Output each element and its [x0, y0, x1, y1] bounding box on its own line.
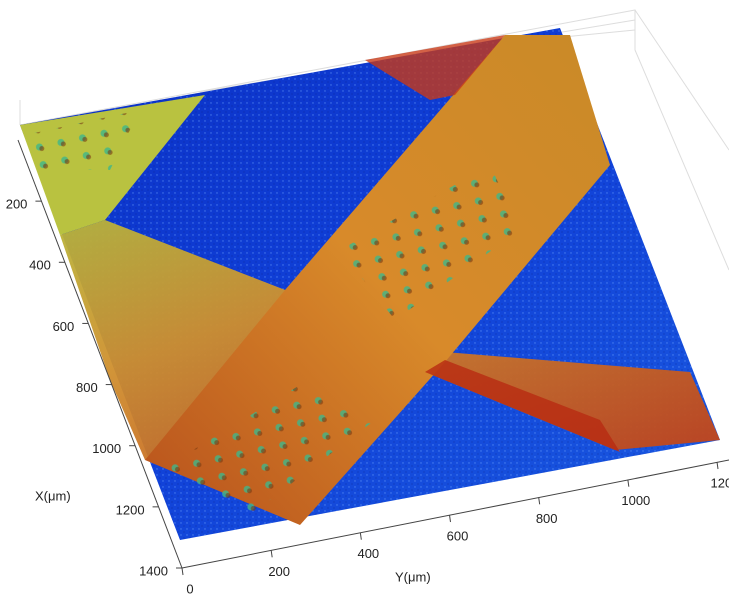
y-tick: [181, 567, 184, 576]
surface: [20, 28, 720, 540]
x-axis-label: X(μm): [35, 488, 71, 503]
x-tick-label: 400: [29, 258, 51, 273]
x-axis-line: [17, 139, 183, 569]
y-tick: [270, 550, 273, 558]
x-tick-label: 1000: [92, 441, 121, 456]
x-tick-label: 600: [53, 319, 75, 334]
y-tick: [538, 497, 541, 505]
y-tick-label: 800: [536, 511, 558, 526]
y-tick-label: 1200: [711, 475, 729, 490]
y-axis-label: Y(μm): [395, 569, 431, 584]
y-tick-label: 1000: [621, 493, 650, 508]
y-tick: [449, 514, 451, 523]
y-tick: [716, 461, 719, 470]
y-tick-label: 0: [186, 581, 193, 596]
y-tick-label: 200: [268, 564, 290, 579]
y-axis-line: [181, 459, 729, 569]
x-tick-label: 800: [76, 380, 98, 395]
y-tick-label: 400: [357, 546, 379, 561]
y-tick: [627, 479, 630, 487]
x-tick-label: 200: [6, 197, 28, 212]
x-tick-label: 1200: [116, 502, 145, 517]
y-tick-label: 600: [447, 528, 469, 543]
y-tick: [359, 532, 362, 540]
x-tick-label: 1400: [139, 563, 168, 578]
